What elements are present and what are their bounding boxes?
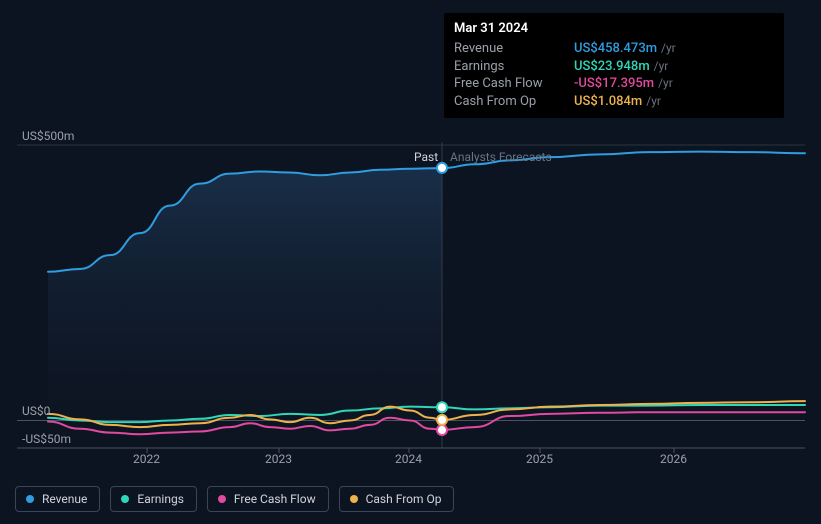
legend-item-fcf[interactable]: Free Cash Flow — [207, 486, 329, 512]
past-label: Past — [414, 150, 438, 164]
legend-label: Revenue — [42, 492, 87, 506]
x-axis-label: 2025 — [526, 452, 553, 466]
legend-item-revenue[interactable]: Revenue — [15, 486, 100, 512]
legend-item-earnings[interactable]: Earnings — [110, 486, 197, 512]
chart-legend: Revenue Earnings Free Cash Flow Cash From O… — [15, 486, 454, 512]
tooltip-row: Cash From OpUS$1.084m/yr — [454, 93, 774, 111]
tooltip-metric-label: Revenue — [454, 40, 574, 58]
tooltip-metric-unit: /yr — [658, 75, 673, 91]
tooltip-metric-label: Earnings — [454, 58, 574, 76]
legend-marker-icon — [26, 495, 34, 503]
tooltip-row: Free Cash Flow-US$17.395m/yr — [454, 75, 774, 93]
legend-marker-icon — [350, 495, 358, 503]
y-axis-label: US$500m — [22, 129, 74, 143]
y-axis-label: -US$50m — [22, 432, 71, 446]
legend-label: Free Cash Flow — [234, 492, 316, 506]
x-axis-label: 2024 — [395, 452, 422, 466]
tooltip-metric-value: US$1.084m — [574, 93, 642, 111]
tooltip-row: RevenueUS$458.473m/yr — [454, 40, 774, 58]
forecast-label: Analysts Forecasts — [450, 150, 552, 164]
tooltip-row: EarningsUS$23.948m/yr — [454, 58, 774, 76]
legend-marker-icon — [218, 495, 226, 503]
tooltip-metric-unit: /yr — [654, 58, 669, 74]
chart-tooltip: Mar 31 2024 RevenueUS$458.473m/yrEarning… — [444, 13, 784, 118]
x-axis-label: 2026 — [660, 452, 687, 466]
legend-item-cfo[interactable]: Cash From Op — [339, 486, 455, 512]
legend-label: Earnings — [137, 492, 184, 506]
legend-marker-icon — [121, 495, 129, 503]
tooltip-metric-unit: /yr — [661, 40, 676, 56]
tooltip-metric-label: Free Cash Flow — [454, 75, 574, 93]
x-axis-label: 2022 — [133, 452, 160, 466]
y-axis-label: US$0 — [22, 404, 50, 418]
tooltip-metric-value: US$458.473m — [574, 40, 657, 58]
tooltip-date: Mar 31 2024 — [454, 21, 774, 36]
tooltip-metric-value: -US$17.395m — [574, 75, 654, 93]
legend-label: Cash From Op — [366, 492, 442, 506]
x-axis-label: 2023 — [265, 452, 292, 466]
tooltip-metric-value: US$23.948m — [574, 58, 650, 76]
tooltip-metric-unit: /yr — [646, 93, 661, 109]
tooltip-metric-label: Cash From Op — [454, 93, 574, 111]
earnings-revenue-chart: US$500mUS$0-US$50m 20222023202420252026 … — [0, 0, 821, 524]
